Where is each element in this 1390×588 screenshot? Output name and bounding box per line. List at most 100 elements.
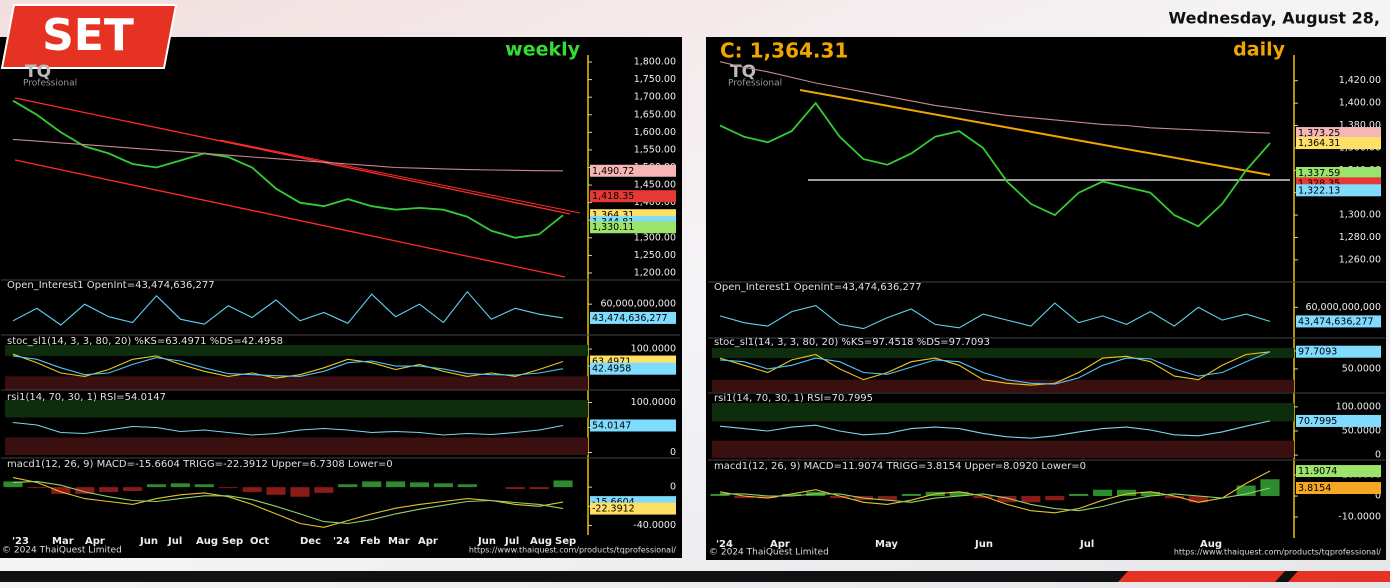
panel-label: Open_Interest1 OpenInt=43,474,636,277 — [7, 280, 215, 291]
histogram-bar — [266, 487, 286, 495]
price-marker — [590, 190, 676, 203]
panel-label: macd1(12, 26, 9) MACD=11.9074 TRIGG=3.81… — [714, 461, 1086, 472]
y-tick-label: 1,800.00 — [634, 57, 676, 68]
x-tick-label: Oct — [250, 536, 269, 547]
y-tick-label: 1,200.00 — [634, 267, 676, 278]
histogram-bar — [830, 496, 850, 499]
series-line — [12, 477, 564, 528]
histogram-bar — [710, 493, 730, 497]
x-tick-label: Apr — [770, 539, 790, 550]
histogram-bar — [75, 487, 95, 494]
x-tick-label: May — [875, 539, 898, 550]
url: https://www.thaiquest.com/products/tqpro… — [469, 546, 676, 555]
y-tick-label: 50.0000 — [1342, 425, 1381, 436]
y-tick-label: -40.0000 — [633, 520, 676, 531]
footer: © 2024 ThaiQuest Limited — [2, 546, 122, 556]
price-marker-label: 1,330.11 — [592, 222, 634, 233]
badge-text: SET — [42, 10, 134, 61]
price-marker — [1296, 465, 1381, 478]
price-marker-label: 1,328.35 — [1298, 178, 1340, 189]
series-line — [719, 351, 1271, 386]
logo-sub: Professional — [23, 79, 77, 89]
x-tick-label: Jun — [477, 536, 496, 547]
price-marker-label: 70.7995 — [1298, 416, 1337, 427]
x-tick-label: Apr — [85, 536, 105, 547]
series-line — [12, 99, 564, 239]
price-marker — [1296, 127, 1381, 140]
histogram-bar — [146, 484, 167, 488]
overbought-zone — [5, 345, 588, 356]
price-marker — [1296, 137, 1381, 150]
histogram-bar — [338, 484, 358, 488]
x-tick-label: Jul — [1079, 539, 1094, 550]
oversold-zone — [5, 437, 588, 455]
y-tick-label: 1,250.00 — [634, 250, 676, 261]
x-tick-label: Sep — [555, 536, 576, 547]
y-tick-label: 1,400.00 — [1339, 98, 1381, 109]
series-line — [12, 138, 564, 172]
price-marker-label: 42.4958 — [592, 364, 631, 375]
y-tick-label: 1,420.00 — [1339, 75, 1381, 86]
price-marker — [590, 419, 676, 432]
price-marker — [1296, 315, 1381, 328]
histogram-bar — [99, 487, 119, 492]
y-tick-label: 1,600.00 — [634, 127, 676, 138]
x-tick-label: '24 — [716, 539, 733, 550]
daily-screen — [706, 37, 1386, 560]
y-tick-label: 60,000,000,000 — [1305, 302, 1381, 313]
series-line — [719, 61, 1271, 134]
footer-accent — [1288, 571, 1390, 582]
price-marker — [1296, 482, 1381, 495]
logo-sub: Professional — [728, 79, 782, 89]
price-marker — [590, 502, 676, 515]
weekly-screen — [0, 37, 682, 558]
histogram-bar — [553, 480, 573, 488]
price-marker — [590, 311, 676, 324]
histogram-bar — [27, 487, 47, 489]
price-marker-label: 1,364.31 — [592, 210, 634, 221]
histogram-bar — [1140, 491, 1160, 497]
x-tick-label: Aug — [1200, 539, 1222, 550]
channel-top — [14, 97, 571, 215]
y-tick-label: 0 — [1375, 491, 1381, 502]
y-tick-label: 1,380.00 — [1339, 120, 1381, 131]
price-marker-label: 1,364.31 — [1298, 138, 1340, 149]
y-tick-label: 50.0000 — [1342, 363, 1381, 374]
series-line — [719, 470, 1271, 514]
series-line — [720, 487, 1271, 512]
y-tick-label: 1,400.00 — [634, 197, 676, 208]
resistance-line — [799, 89, 1271, 176]
footer-bar — [0, 571, 1300, 582]
histogram-bar — [505, 487, 525, 490]
histogram-bar — [1188, 496, 1208, 503]
histogram-bar — [1260, 479, 1280, 497]
x-tick-label: Mar — [388, 536, 410, 547]
x-tick-label: Jun — [139, 536, 158, 547]
histogram-bar — [386, 481, 406, 488]
x-tick-label: Mar — [52, 536, 74, 547]
x-tick-label: Jun — [974, 539, 993, 550]
series-line — [719, 351, 1271, 385]
price-marker — [1296, 184, 1381, 197]
histogram-bar — [758, 496, 778, 499]
price-marker-label: 1,322.13 — [1298, 185, 1340, 196]
histogram-bar — [901, 493, 921, 497]
oversold-zone — [5, 376, 588, 390]
y-tick-label: 100.0000 — [631, 397, 676, 408]
histogram-bar — [194, 484, 214, 488]
x-tick-label: Aug — [530, 536, 552, 547]
price-marker — [1296, 166, 1381, 179]
series-line — [12, 290, 564, 326]
close-label: C: 1,364.31 — [720, 39, 848, 63]
histogram-bar — [457, 484, 477, 488]
series-line — [12, 480, 564, 525]
panel-label: macd1(12, 26, 9) MACD=-15.6604 TRIGG=-22… — [7, 459, 393, 470]
series-line — [719, 302, 1271, 330]
x-tick-label: Dec — [300, 536, 321, 547]
y-tick-label: 1,750.00 — [634, 74, 676, 85]
histogram-bar — [314, 487, 334, 493]
series-line — [12, 421, 564, 436]
y-tick-label: 0 — [1375, 450, 1381, 461]
series-line — [719, 101, 1271, 228]
histogram-bar — [1164, 496, 1184, 499]
